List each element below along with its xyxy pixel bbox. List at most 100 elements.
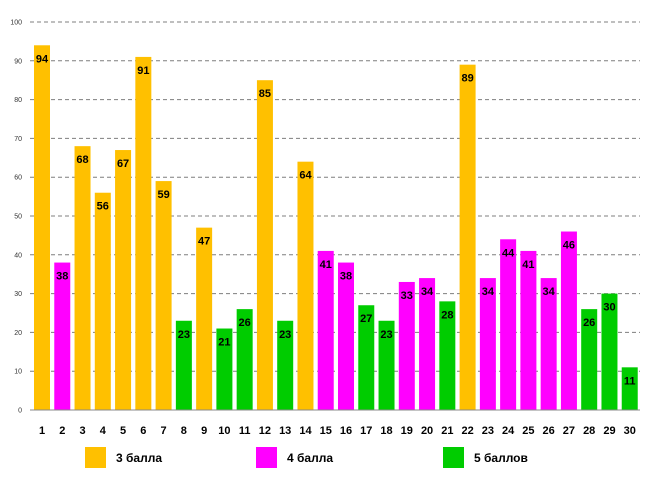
x-tick-label: 14 <box>299 425 312 437</box>
x-tick-label: 30 <box>624 425 636 437</box>
legend-label: 5 баллов <box>474 451 528 465</box>
bar-value-label: 21 <box>218 337 230 349</box>
bar-value-label: 44 <box>502 247 515 259</box>
x-tick-label: 25 <box>522 425 534 437</box>
x-tick-label: 18 <box>380 425 392 437</box>
bar <box>74 146 91 410</box>
x-tick-label: 6 <box>140 425 146 437</box>
bar-value-label: 38 <box>56 271 68 283</box>
bar-value-label: 34 <box>543 286 556 298</box>
bar <box>94 192 111 410</box>
bar <box>419 278 436 410</box>
x-tick-label: 4 <box>100 425 107 437</box>
x-tick-label: 8 <box>181 425 187 437</box>
bar-value-label: 47 <box>198 236 210 248</box>
bar-value-label: 34 <box>421 286 434 298</box>
x-tick-label: 21 <box>441 425 453 437</box>
x-tick-label: 16 <box>340 425 352 437</box>
y-tick-label: 30 <box>14 291 22 298</box>
bar-value-label: 41 <box>320 259 332 271</box>
bar-value-label: 26 <box>583 317 595 329</box>
x-tick-label: 15 <box>320 425 332 437</box>
bar <box>317 250 334 410</box>
bar <box>256 80 273 410</box>
bar-value-label: 28 <box>441 309 453 321</box>
bar-value-label: 23 <box>178 329 190 341</box>
bar <box>277 320 294 410</box>
bar <box>297 161 314 410</box>
y-tick-label: 60 <box>14 175 22 182</box>
grid-lines <box>30 21 640 372</box>
bar <box>500 239 517 410</box>
y-tick-label: 10 <box>14 369 22 376</box>
x-tick-label: 26 <box>543 425 555 437</box>
x-tick-label: 7 <box>161 425 167 437</box>
bar <box>459 64 476 411</box>
x-tick-label: 10 <box>218 425 230 437</box>
y-tick-label: 40 <box>14 252 22 259</box>
x-tick-label: 5 <box>120 425 126 437</box>
x-tick-label: 19 <box>401 425 413 437</box>
bar <box>196 227 213 410</box>
y-axis-ticks: 0 10 20 30 40 50 60 70 80 90 100 <box>10 20 22 415</box>
x-axis-ticks: 1 2 3 4 5 6 7 8 9 10 11 12 13 14 15 16 17 18 19 20 21 22 23 24 2… <box>39 425 636 437</box>
bar-value-label: 38 <box>340 271 352 283</box>
bar <box>175 320 192 410</box>
bar <box>236 309 253 410</box>
bar-value-label: 64 <box>299 170 312 182</box>
bar <box>540 278 557 410</box>
x-tick-label: 13 <box>279 425 291 437</box>
y-tick-label: 70 <box>14 136 22 143</box>
bar-value-label: 67 <box>117 158 129 170</box>
x-tick-label: 12 <box>259 425 271 437</box>
bar <box>338 262 354 410</box>
bar <box>54 262 71 410</box>
x-tick-label: 3 <box>79 425 85 437</box>
bar-value-label: 91 <box>137 65 149 77</box>
bar <box>439 301 456 410</box>
bar-value-label: 33 <box>401 290 413 302</box>
legend-label: 3 балла <box>116 451 162 465</box>
bar <box>378 320 395 410</box>
x-tick-label: 1 <box>39 425 45 437</box>
x-tick-label: 27 <box>563 425 575 437</box>
y-tick-label: 90 <box>14 58 22 65</box>
legend-swatch <box>85 447 106 468</box>
bar <box>601 293 618 410</box>
bar <box>216 328 233 410</box>
bar <box>479 278 496 410</box>
bar-value-label: 34 <box>482 286 495 298</box>
bar-value-label: 56 <box>97 201 109 213</box>
bar-value-label: 41 <box>522 259 534 271</box>
bar-value-label: 23 <box>279 329 291 341</box>
bar-value-label: 68 <box>76 154 88 166</box>
bars <box>34 45 638 411</box>
bar <box>358 305 375 410</box>
bar <box>115 150 132 411</box>
x-tick-label: 23 <box>482 425 494 437</box>
x-tick-label: 24 <box>502 425 515 437</box>
bar-value-label: 85 <box>259 88 271 100</box>
legend-swatch <box>443 447 464 468</box>
bar-value-label: 46 <box>563 240 575 252</box>
bar-value-label: 23 <box>380 329 392 341</box>
x-tick-label: 29 <box>603 425 615 437</box>
bar-value-label: 59 <box>157 189 169 201</box>
bar <box>34 45 50 410</box>
bar <box>135 56 152 411</box>
legend-label: 4 балла <box>287 451 333 465</box>
x-tick-label: 28 <box>583 425 595 437</box>
bar <box>398 281 415 410</box>
legend-swatch <box>256 447 277 468</box>
x-tick-label: 17 <box>360 425 372 437</box>
bar <box>581 309 598 410</box>
y-tick-label: 0 <box>18 408 22 415</box>
y-tick-label: 100 <box>10 20 22 27</box>
x-tick-label: 20 <box>421 425 433 437</box>
bar <box>621 367 638 410</box>
bar-value-label: 11 <box>624 375 636 387</box>
bar-value-label: 94 <box>36 53 49 65</box>
legend: 3 балла 4 балла 5 баллов <box>85 447 528 468</box>
bar <box>560 231 577 410</box>
